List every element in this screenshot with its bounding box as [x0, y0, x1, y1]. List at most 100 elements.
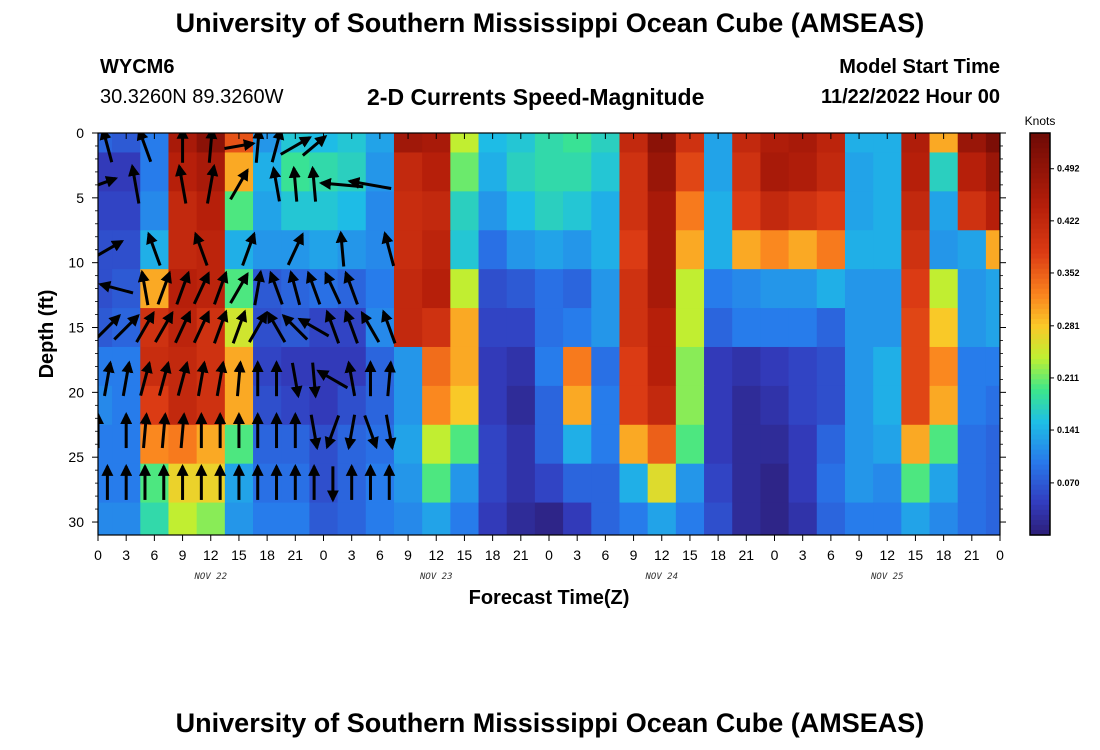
heatmap-cell — [816, 385, 846, 426]
heatmap-cell — [732, 424, 762, 465]
heatmap-cell — [647, 424, 677, 465]
heatmap-cell — [563, 424, 592, 465]
heatmap-cell — [901, 269, 931, 309]
heatmap-cell — [478, 346, 508, 387]
heatmap-cell — [675, 463, 705, 504]
colorbar-segment — [1030, 339, 1050, 345]
colorbar-segment — [1030, 258, 1050, 265]
colorbar-segment — [1030, 479, 1050, 486]
heatmap-cell — [929, 346, 959, 387]
heatmap-cell — [788, 230, 818, 270]
heatmap-cell — [478, 385, 508, 426]
heatmap-cell — [929, 502, 959, 535]
heatmap-cell — [563, 502, 592, 535]
heatmap-cell — [647, 502, 677, 535]
heatmap-cell — [506, 152, 536, 192]
colorbar-segment — [1030, 489, 1050, 496]
heatmap-cell — [901, 463, 931, 504]
current-vector — [98, 313, 121, 340]
colorbar-segment — [1030, 414, 1050, 421]
current-vector — [288, 165, 301, 202]
colorbar-segment — [1030, 273, 1050, 280]
colorbar-segment — [1030, 484, 1050, 491]
heatmap-cell — [422, 424, 451, 465]
heatmap-cell — [929, 269, 959, 309]
x-tick-label: 6 — [827, 547, 835, 563]
heatmap-cell — [760, 424, 790, 465]
page-title-repeat: University of Southern Mississippi Ocean… — [175, 708, 925, 738]
heatmap-cell — [929, 308, 959, 348]
colorbar-segment — [1030, 263, 1050, 270]
heatmap-cell — [816, 346, 846, 387]
heatmap-cell — [619, 230, 649, 270]
current-vector — [193, 231, 209, 267]
heatmap-cell — [619, 463, 649, 504]
current-vector — [266, 310, 287, 343]
current-vector — [241, 231, 257, 267]
heatmap-cell — [393, 191, 423, 231]
colorbar-segment — [1030, 148, 1050, 154]
colorbar-segment — [1030, 298, 1050, 305]
colorbar-segment — [1030, 444, 1050, 451]
heatmap-cell — [760, 152, 790, 192]
colorbar-segment — [1030, 323, 1050, 330]
heatmap-cell — [647, 385, 677, 426]
heatmap-cell — [619, 308, 649, 348]
heatmap-cell — [647, 308, 677, 348]
x-tick-label: 18 — [936, 547, 952, 563]
heatmap-cell — [647, 463, 677, 504]
heatmap-cell — [506, 346, 536, 387]
heatmap-cell — [309, 502, 339, 535]
heatmap-cell — [591, 133, 621, 154]
current-vector — [98, 240, 125, 257]
heatmap-cell — [957, 385, 987, 426]
heatmap-cell — [760, 191, 790, 231]
current-vector — [146, 231, 162, 267]
y-tick-label: 0 — [76, 125, 84, 141]
colorbar-segment — [1030, 313, 1050, 320]
heatmap-cell — [534, 308, 564, 348]
heatmap-cell — [393, 502, 423, 535]
colorbar-segment — [1030, 449, 1050, 456]
heatmap-cell — [591, 269, 621, 309]
x-tick-label: 12 — [654, 547, 670, 563]
heatmap-cell — [788, 385, 818, 426]
day-label: NOV 24 — [644, 572, 678, 582]
colorbar-segment — [1030, 143, 1050, 149]
x-tick-label: 9 — [630, 547, 638, 563]
heatmap-cell — [506, 463, 536, 504]
current-vector — [269, 165, 282, 202]
heatmap-cell — [901, 308, 931, 348]
heatmap-cell — [901, 502, 931, 535]
x-tick-label: 0 — [320, 547, 328, 563]
colorbar-segment — [1030, 213, 1050, 220]
heatmap-cell — [901, 424, 931, 465]
heatmap-cell — [112, 230, 141, 270]
heatmap-cell — [450, 191, 480, 231]
colorbar-tick-label: 0.070 — [1057, 478, 1080, 488]
colorbar-segment — [1030, 293, 1050, 300]
heatmap-cell — [788, 269, 818, 309]
heatmap-cell — [619, 346, 649, 387]
colorbar-segment — [1030, 464, 1050, 471]
x-tick-label: 9 — [855, 547, 863, 563]
heatmap-cell — [675, 385, 705, 426]
current-vector — [229, 271, 249, 304]
current-vector — [324, 309, 341, 344]
colorbar-segment — [1030, 168, 1050, 174]
heatmap-cell — [985, 502, 1000, 535]
current-vector — [268, 270, 284, 305]
heatmap-cell — [844, 230, 874, 270]
heatmap-cell — [816, 502, 846, 535]
y-tick-label: 25 — [68, 449, 84, 465]
current-vector — [381, 231, 396, 267]
current-vector — [177, 412, 190, 449]
heatmap-cell — [196, 502, 226, 535]
current-vector — [290, 362, 303, 399]
heatmap-cell — [704, 308, 733, 348]
heatmap-cell — [393, 424, 423, 465]
heatmap-cell — [450, 308, 480, 348]
heatmap-cell — [563, 463, 592, 504]
plot-title: 2-D Currents Speed-Magnitude — [367, 84, 705, 110]
colorbar-segment — [1030, 158, 1050, 164]
